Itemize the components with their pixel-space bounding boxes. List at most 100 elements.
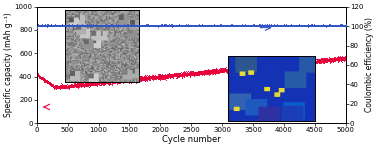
- Point: [171, 74, 177, 76]
- Point: [207, 24, 213, 26]
- Point: [287, 61, 293, 63]
- Point: [68, 24, 74, 26]
- Point: [237, 68, 243, 71]
- Point: [318, 59, 324, 62]
- Point: [203, 70, 209, 73]
- Point: [229, 68, 235, 71]
- Point: [156, 76, 162, 78]
- Point: [44, 81, 50, 83]
- Point: [317, 59, 323, 62]
- Point: [98, 83, 104, 85]
- Point: [271, 67, 277, 70]
- Point: [155, 24, 161, 26]
- Point: [263, 65, 270, 68]
- Point: [332, 59, 338, 61]
- Point: [244, 66, 250, 68]
- Point: [242, 67, 248, 69]
- Point: [277, 62, 284, 64]
- Point: [286, 63, 292, 65]
- Point: [38, 76, 44, 78]
- Point: [248, 24, 254, 27]
- Point: [237, 24, 243, 26]
- Point: [329, 59, 335, 61]
- Point: [206, 24, 212, 26]
- Point: [128, 24, 134, 26]
- Point: [267, 64, 273, 66]
- Point: [240, 68, 246, 71]
- Point: [129, 24, 135, 26]
- Point: [217, 24, 223, 27]
- Point: [212, 24, 218, 26]
- Point: [135, 24, 141, 26]
- Point: [165, 23, 171, 26]
- Point: [217, 24, 223, 27]
- Point: [84, 82, 90, 85]
- Point: [212, 24, 218, 26]
- Point: [218, 71, 224, 73]
- Point: [297, 25, 303, 27]
- Point: [266, 63, 273, 65]
- Point: [265, 65, 271, 67]
- Point: [80, 24, 86, 26]
- Point: [287, 64, 293, 67]
- Point: [224, 24, 230, 27]
- Point: [307, 61, 313, 63]
- Point: [77, 24, 83, 26]
- Point: [40, 24, 46, 27]
- Point: [172, 24, 178, 26]
- Point: [116, 79, 122, 82]
- Point: [326, 23, 332, 26]
- Point: [252, 24, 258, 26]
- Point: [133, 24, 139, 26]
- Point: [222, 68, 228, 70]
- Point: [183, 72, 189, 75]
- Point: [115, 80, 121, 82]
- Point: [87, 24, 93, 26]
- Point: [61, 85, 67, 87]
- Point: [316, 24, 322, 26]
- Point: [126, 24, 132, 26]
- Point: [338, 58, 344, 60]
- Point: [265, 25, 271, 27]
- Point: [167, 24, 173, 27]
- Point: [106, 24, 112, 26]
- Point: [208, 24, 214, 26]
- Point: [113, 80, 119, 83]
- Point: [290, 24, 296, 26]
- Point: [115, 24, 121, 26]
- Point: [139, 78, 145, 80]
- Point: [316, 62, 322, 64]
- Point: [210, 25, 216, 27]
- Point: [251, 24, 257, 27]
- Point: [279, 62, 285, 64]
- Point: [77, 82, 84, 84]
- Point: [292, 62, 298, 64]
- Point: [143, 78, 149, 81]
- Point: [270, 24, 276, 26]
- Point: [88, 24, 94, 27]
- Point: [92, 81, 98, 84]
- Point: [174, 24, 180, 26]
- Point: [53, 85, 59, 87]
- Point: [62, 86, 68, 88]
- Point: [227, 68, 233, 71]
- Point: [310, 24, 316, 26]
- Point: [42, 24, 48, 27]
- Point: [285, 61, 291, 64]
- Point: [293, 62, 299, 64]
- Point: [82, 83, 88, 85]
- Point: [325, 59, 331, 62]
- Point: [145, 25, 151, 27]
- Point: [48, 24, 54, 27]
- Point: [289, 24, 295, 27]
- Point: [104, 24, 110, 26]
- Point: [207, 71, 213, 73]
- Point: [112, 24, 118, 26]
- Point: [201, 73, 207, 75]
- Point: [317, 25, 323, 27]
- Point: [221, 24, 227, 26]
- Point: [34, 73, 40, 76]
- Point: [210, 24, 216, 26]
- Point: [259, 65, 265, 68]
- Point: [337, 25, 343, 27]
